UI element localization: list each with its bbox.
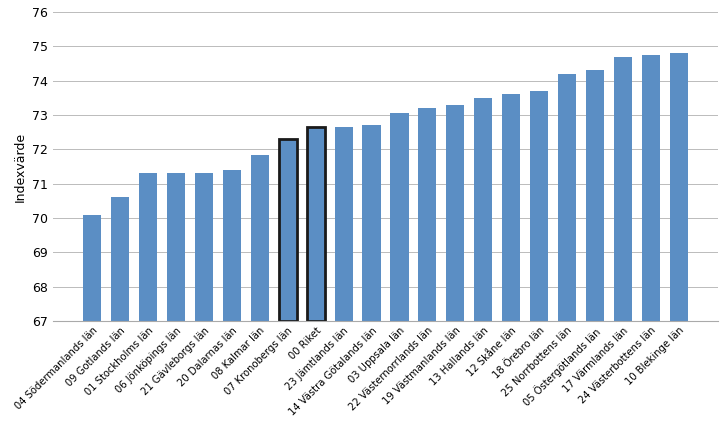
Bar	[223, 170, 241, 321]
Bar	[530, 91, 548, 321]
Bar	[278, 139, 297, 321]
Bar	[195, 173, 213, 321]
Bar	[447, 105, 465, 321]
Bar	[474, 98, 492, 321]
Bar	[111, 198, 129, 321]
Bar	[334, 127, 352, 321]
Bar	[307, 127, 325, 321]
Bar	[362, 126, 381, 321]
Bar	[251, 154, 269, 321]
Bar	[167, 173, 185, 321]
Bar	[502, 95, 521, 321]
Bar	[670, 53, 688, 321]
Bar	[83, 215, 102, 321]
Bar	[418, 108, 436, 321]
Y-axis label: Indexvärde: Indexvärde	[14, 131, 27, 201]
Bar	[390, 113, 408, 321]
Bar	[139, 173, 157, 321]
Bar	[642, 55, 660, 321]
Bar	[614, 57, 632, 321]
Bar	[558, 74, 576, 321]
Bar	[586, 70, 604, 321]
